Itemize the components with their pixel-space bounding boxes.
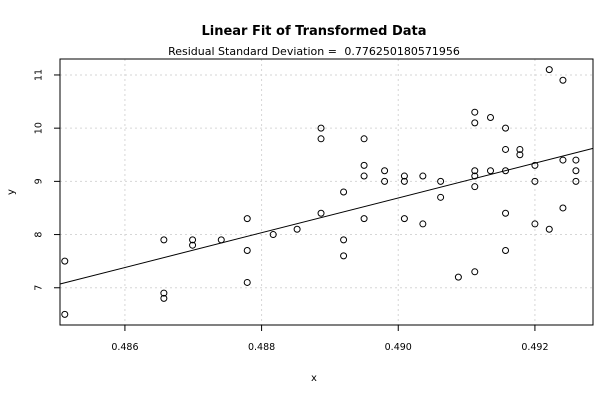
x-tick-label: 0.486 bbox=[111, 342, 138, 353]
y-tick-label: 11 bbox=[34, 69, 45, 81]
data-point bbox=[381, 167, 389, 175]
data-point bbox=[340, 236, 348, 244]
data-point bbox=[400, 172, 408, 180]
data-point bbox=[559, 156, 567, 164]
data-point bbox=[317, 135, 325, 143]
data-point bbox=[487, 167, 494, 175]
y-tick-label: 10 bbox=[34, 122, 45, 134]
data-point bbox=[559, 76, 567, 84]
data-point bbox=[531, 177, 539, 185]
data-point bbox=[516, 151, 524, 159]
grid bbox=[60, 59, 593, 325]
subtitle-value: 0.776250180571956 bbox=[344, 45, 459, 58]
data-point bbox=[360, 135, 368, 143]
data-point bbox=[471, 183, 479, 191]
data-point bbox=[471, 172, 479, 180]
data-point bbox=[293, 225, 301, 233]
x-axis: 0.486 0.488 0.490 0.492 bbox=[111, 325, 549, 353]
data-point bbox=[400, 177, 408, 185]
data-point bbox=[160, 289, 168, 297]
data-point bbox=[516, 145, 524, 153]
x-tick-label: 0.492 bbox=[521, 342, 548, 353]
fit-line bbox=[59, 147, 594, 285]
data-point bbox=[531, 161, 539, 169]
data-point bbox=[400, 215, 408, 223]
data-point bbox=[243, 215, 251, 223]
chart-subtitle: Residual Standard Deviation = 0.77625018… bbox=[168, 45, 460, 58]
y-tick-label: 9 bbox=[34, 178, 45, 184]
data-point bbox=[360, 215, 368, 223]
data-point bbox=[502, 124, 510, 132]
data-point bbox=[381, 177, 389, 185]
fit-line-layer bbox=[59, 147, 594, 285]
y-axis-label: y bbox=[6, 189, 17, 195]
data-point bbox=[437, 193, 445, 201]
data-point bbox=[454, 273, 462, 281]
data-point bbox=[360, 172, 368, 180]
data-point bbox=[545, 225, 553, 233]
data-point bbox=[61, 310, 69, 318]
data-point bbox=[502, 247, 510, 255]
data-point bbox=[160, 236, 168, 244]
x-tick-label: 0.490 bbox=[385, 342, 412, 353]
data-point bbox=[419, 172, 427, 180]
data-point bbox=[317, 209, 325, 217]
data-point bbox=[189, 236, 197, 244]
data-point bbox=[471, 108, 479, 116]
data-point bbox=[572, 156, 580, 164]
data-point bbox=[419, 220, 427, 228]
data-point bbox=[471, 167, 479, 175]
data-point bbox=[340, 188, 348, 196]
data-point bbox=[317, 124, 325, 132]
plot-frame bbox=[59, 58, 594, 326]
x-axis-label: x bbox=[311, 373, 317, 384]
data-point bbox=[217, 236, 225, 244]
data-point bbox=[340, 252, 348, 260]
data-point bbox=[471, 268, 479, 276]
data-point bbox=[61, 257, 69, 265]
subtitle-label: Residual Standard Deviation = bbox=[168, 45, 340, 58]
data-point bbox=[487, 114, 494, 122]
data-point bbox=[502, 209, 510, 217]
x-tick-label: 0.488 bbox=[248, 342, 275, 353]
points-layer bbox=[61, 66, 580, 318]
data-point bbox=[160, 294, 168, 302]
data-point bbox=[502, 145, 510, 153]
data-point bbox=[502, 167, 510, 175]
data-point bbox=[189, 241, 197, 249]
data-point bbox=[360, 161, 368, 169]
data-point bbox=[572, 167, 580, 175]
y-tick-label: 7 bbox=[34, 285, 45, 291]
data-point bbox=[243, 278, 251, 286]
data-point bbox=[545, 66, 553, 74]
data-point bbox=[437, 177, 445, 185]
data-point bbox=[559, 204, 567, 212]
data-point bbox=[269, 231, 277, 239]
chart-title: Linear Fit of Transformed Data bbox=[201, 24, 426, 39]
y-tick-label: 8 bbox=[34, 232, 45, 238]
data-point bbox=[243, 247, 251, 255]
y-axis: 7 8 9 10 11 bbox=[34, 69, 60, 291]
data-point bbox=[471, 119, 479, 127]
data-point bbox=[531, 220, 539, 228]
data-point bbox=[572, 177, 580, 185]
